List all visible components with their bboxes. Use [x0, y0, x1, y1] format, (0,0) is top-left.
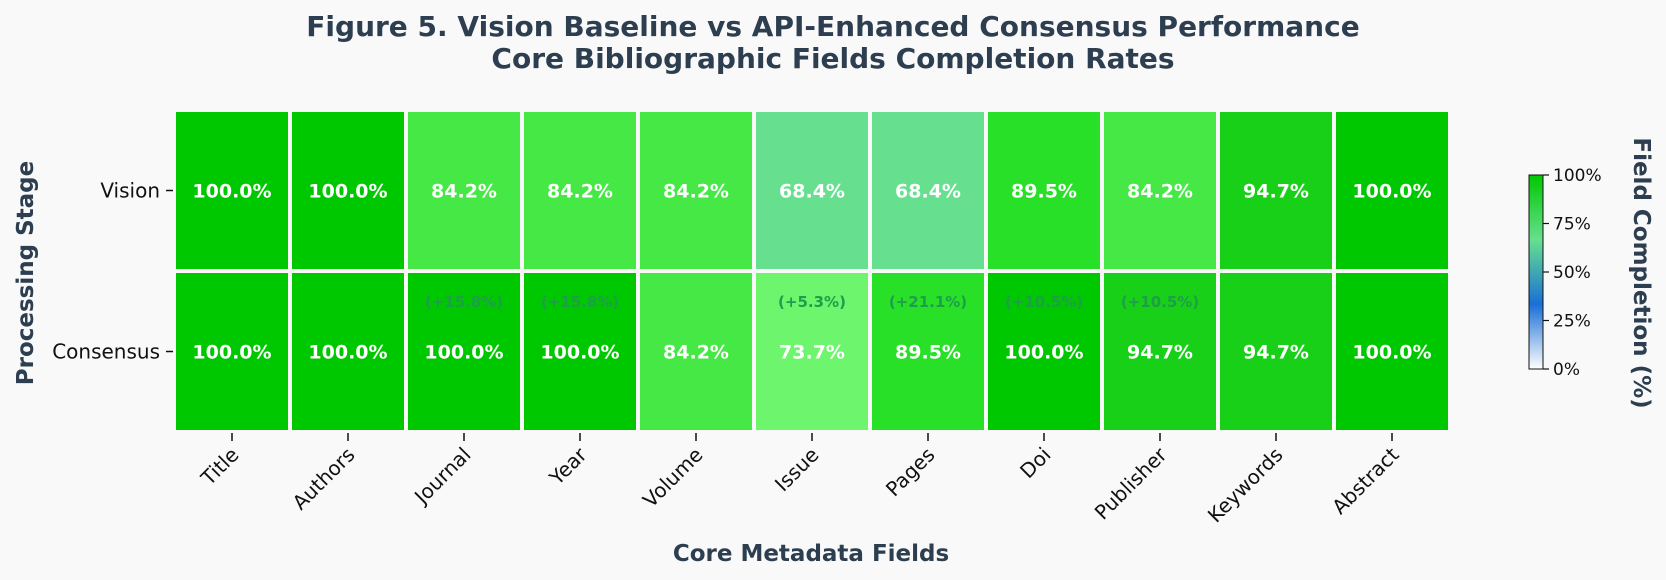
x-tick-label: Doi — [1015, 443, 1055, 483]
cell-value-label: 100.0% — [192, 342, 271, 364]
chart-subtitle: Core Bibliographic Fields Completion Rat… — [491, 42, 1175, 75]
cell-value-label: 94.7% — [1243, 342, 1309, 364]
colorbar-tick-label: 50% — [1553, 263, 1591, 283]
cell-value-label: 100.0% — [424, 342, 503, 364]
cell-value-label: 84.2% — [431, 181, 497, 203]
colorbar-label: Field Completion (%) — [1628, 137, 1654, 408]
x-tick-label: Year — [544, 442, 592, 490]
heatmap-cell — [988, 112, 1100, 269]
x-tick-label: Issue — [770, 443, 824, 497]
y-axis-label: Processing Stage — [13, 161, 39, 386]
y-tick-label: Consensus — [52, 340, 160, 364]
improvement-label: (+10.5%) — [1005, 293, 1083, 311]
cell-value-label: 94.7% — [1243, 181, 1309, 203]
heatmap-cell — [1336, 273, 1448, 430]
heatmap-cell — [1220, 273, 1332, 430]
colorbar-tick-label: 25% — [1553, 312, 1591, 332]
cell-value-label: 89.5% — [895, 342, 961, 364]
heatmap-labels: 100.0% 100.0% 84.2% 84.2% 84.2% 68.4% 68.4% 89.… — [192, 181, 1431, 364]
improvement-label: (+21.1%) — [889, 293, 967, 311]
cell-value-label: 68.4% — [895, 181, 961, 203]
heatmap-cell — [1220, 112, 1332, 269]
cell-value-label: 84.2% — [663, 342, 729, 364]
heatmap-cell — [176, 112, 288, 269]
heatmap-cell — [988, 273, 1100, 430]
x-tick-label: Abstract — [1327, 442, 1403, 518]
heatmap-cell — [756, 112, 868, 269]
x-tick-label: Volume — [638, 443, 708, 513]
cell-value-label: 84.2% — [1127, 181, 1193, 203]
heatmap-cell — [1336, 112, 1448, 269]
heatmap-cell — [524, 112, 636, 269]
cell-value-label: 100.0% — [540, 342, 619, 364]
heatmap-cell — [408, 112, 520, 269]
cell-value-label: 89.5% — [1011, 181, 1077, 203]
cell-value-label: 100.0% — [308, 342, 387, 364]
cell-value-label: 84.2% — [547, 181, 613, 203]
x-tick-label: Journal — [408, 443, 475, 510]
cell-value-label: 84.2% — [663, 181, 729, 203]
heatmap-cells — [176, 112, 1448, 430]
improvement-label: (+15.8%) — [541, 293, 619, 311]
heatmap-cell — [292, 273, 404, 430]
x-tick-label: Keywords — [1203, 443, 1288, 528]
x-tick-label: Title — [196, 443, 244, 491]
heatmap-cell — [1104, 273, 1216, 430]
cell-value-label: 100.0% — [1352, 342, 1431, 364]
cell-value-label: 73.7% — [779, 342, 845, 364]
heatmap-cell — [756, 273, 868, 430]
cell-value-label: 100.0% — [1004, 342, 1083, 364]
heatmap-cell — [408, 273, 520, 430]
improvement-label: (+10.5%) — [1121, 293, 1199, 311]
heatmap-cell — [640, 273, 752, 430]
improvement-label: (+15.8%) — [425, 293, 503, 311]
heatmap-cell — [872, 112, 984, 269]
heatmap-cell — [872, 273, 984, 430]
x-tick-label: Authors — [288, 443, 360, 515]
heatmap-cell — [292, 112, 404, 269]
colorbar-gradient — [1528, 174, 1544, 370]
cell-value-label: 94.7% — [1127, 342, 1193, 364]
heatmap-cell — [524, 273, 636, 430]
cell-value-label: 68.4% — [779, 181, 845, 203]
x-tick-label: Pages — [881, 443, 940, 502]
cell-value-label: 100.0% — [308, 181, 387, 203]
cell-value-label: 100.0% — [1352, 181, 1431, 203]
x-tick-label: Publisher — [1090, 442, 1172, 524]
heatmap-cell — [176, 273, 288, 430]
colorbar-tick-label: 75% — [1553, 215, 1591, 235]
chart-title: Figure 5. Vision Baseline vs API-Enhance… — [306, 10, 1360, 43]
improvement-label: (+5.3%) — [778, 293, 846, 311]
y-tick-label: Vision — [100, 179, 160, 203]
x-axis-label: Core Metadata Fields — [673, 541, 949, 567]
colorbar-tick-label: 100% — [1553, 166, 1602, 186]
heatmap-cell — [1104, 112, 1216, 269]
colorbar: 0% 25% 50% 75% 100% — [1528, 166, 1602, 380]
cell-value-label: 100.0% — [192, 181, 271, 203]
colorbar-tick-label: 0% — [1553, 360, 1580, 380]
heatmap-cell — [640, 112, 752, 269]
